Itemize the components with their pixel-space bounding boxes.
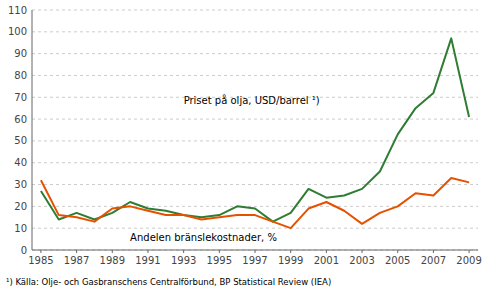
- y-tick-label: 90: [14, 48, 27, 59]
- y-tick-label: 10: [14, 223, 27, 234]
- x-tick-label: 1995: [207, 255, 232, 266]
- x-tick-label: 2007: [421, 255, 446, 266]
- x-tick-label: 1993: [171, 255, 196, 266]
- grid-line: [32, 228, 478, 229]
- x-tick-label: 1997: [242, 255, 267, 266]
- x-axis: [32, 250, 478, 251]
- footnote: ¹) Källa: Olje- och Gasbranschens Centra…: [6, 277, 331, 287]
- annotation: Andelen bränslekostnader, %: [130, 232, 277, 243]
- x-tick-label: 1985: [28, 255, 53, 266]
- chart-container: 0 10 20 30 40 50 60 70 80 90 100 110 1985 1987 1989 199…: [0, 0, 492, 290]
- grid-line: [32, 184, 478, 185]
- x-tick-label: 2005: [385, 255, 410, 266]
- grid-line: [32, 140, 478, 141]
- grid-line: [32, 162, 478, 163]
- x-tick-label: 1999: [278, 255, 303, 266]
- y-tick-label: 100: [8, 26, 27, 37]
- grid-line: [32, 10, 478, 11]
- line-series: [41, 38, 469, 221]
- chart: 0 10 20 30 40 50 60 70 80 90 100 110 1985 1987 1989 199…: [0, 0, 492, 290]
- lines: [41, 38, 469, 228]
- x-tick-label: 1987: [64, 255, 89, 266]
- x-tick-label: 2009: [456, 255, 481, 266]
- y-tick-label: 20: [14, 201, 27, 212]
- y-tick-label: 70: [14, 92, 27, 103]
- y-tick-label: 40: [14, 157, 27, 168]
- y-grid: [32, 10, 478, 250]
- grid-line: [32, 53, 478, 54]
- grid-line: [32, 206, 478, 207]
- y-tick-label: 30: [14, 179, 27, 190]
- y-tick-label: 50: [14, 135, 27, 146]
- grid-line: [32, 75, 478, 76]
- y-tick-label: 60: [14, 114, 27, 125]
- grid-line: [32, 31, 478, 32]
- x-tick-label: 1989: [100, 255, 125, 266]
- y-tick-label: 80: [14, 70, 27, 81]
- grid-line: [32, 250, 478, 251]
- x-tick-label: 2003: [349, 255, 374, 266]
- x-tick-label: 2001: [314, 255, 339, 266]
- annotation: Priset på olja, USD/barrel ¹): [184, 94, 320, 106]
- line-series: [41, 178, 469, 228]
- grid-line: [32, 119, 478, 120]
- y-tick-label: 110: [8, 5, 27, 16]
- y-tick-label: 0: [21, 245, 27, 256]
- y-axis: [32, 10, 33, 250]
- x-tick-label: 1991: [135, 255, 160, 266]
